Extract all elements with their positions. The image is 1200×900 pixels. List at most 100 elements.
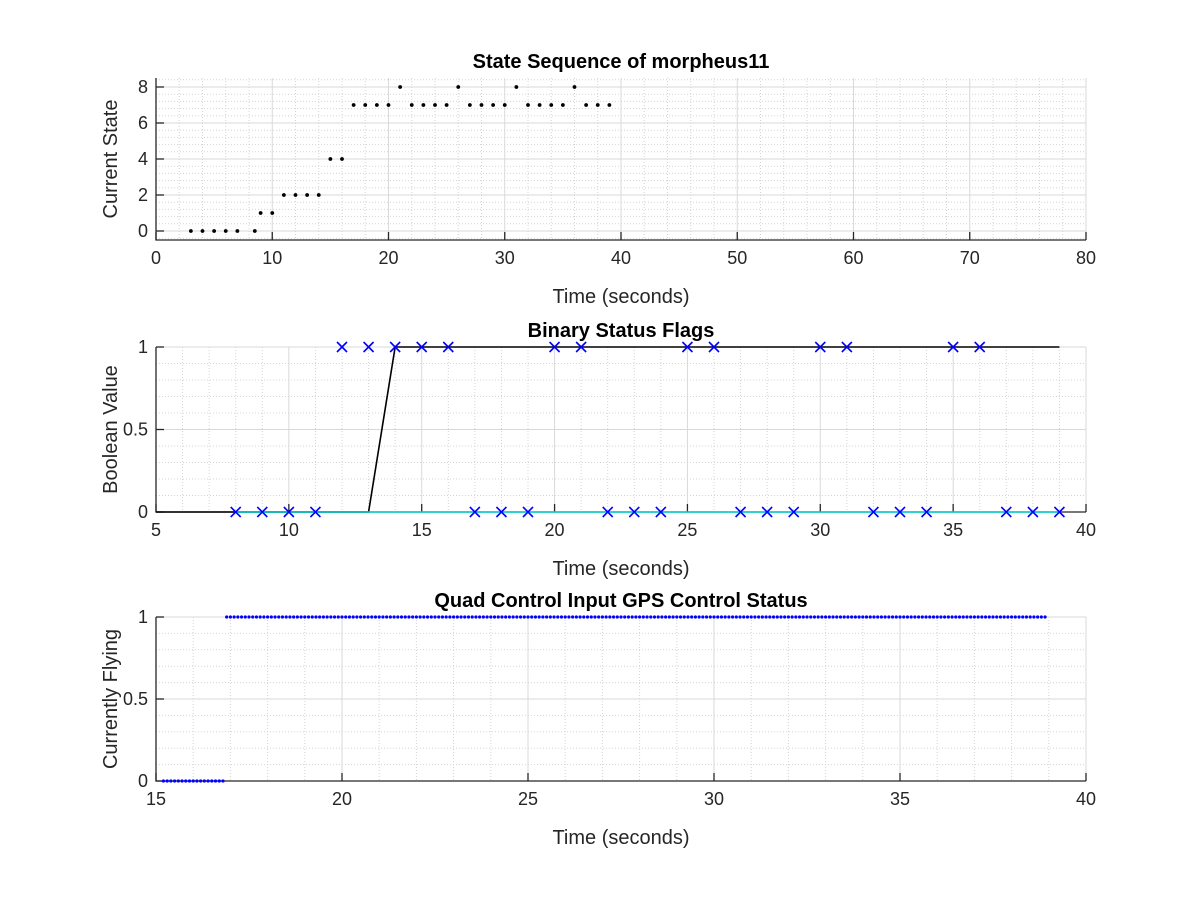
x-marker (974, 341, 986, 353)
dot-marker (816, 615, 820, 619)
y-axis-label: Boolean Value (100, 365, 122, 494)
dot-marker (191, 779, 195, 783)
dot-marker (386, 103, 391, 107)
dot-marker (771, 615, 776, 619)
dot-marker (258, 615, 262, 619)
x-marker (469, 506, 481, 518)
dot-marker (500, 615, 504, 619)
dot-marker (835, 615, 839, 619)
dot-marker (511, 615, 515, 619)
dot-marker (340, 157, 344, 161)
dot-marker (463, 615, 467, 619)
dot-marker (868, 615, 872, 619)
x-marker (1000, 506, 1012, 518)
dot-marker (332, 615, 337, 619)
dot-marker (467, 103, 472, 107)
dot-marker (180, 779, 184, 783)
x-tick-label: 35 (890, 789, 910, 809)
dot-marker (890, 615, 895, 619)
dot-marker (716, 615, 720, 619)
dot-marker (697, 615, 701, 619)
dot-marker (638, 615, 642, 619)
dot-marker (491, 103, 496, 107)
dot-marker (797, 615, 802, 619)
dot-marker (165, 779, 169, 783)
dot-marker (582, 615, 586, 619)
x-tick-label: 30 (495, 248, 515, 268)
dot-marker (1036, 615, 1040, 619)
dot-marker (995, 615, 999, 619)
dot-marker (812, 615, 817, 619)
dot-marker (961, 615, 965, 619)
dot-marker (530, 615, 534, 619)
dot-marker (1039, 615, 1043, 619)
x-tick-label: 70 (960, 248, 980, 268)
dot-marker (931, 615, 936, 619)
x-tick-label: 15 (412, 520, 432, 540)
x-tick-label: 0 (151, 248, 161, 268)
dot-marker (270, 211, 275, 215)
dot-marker (474, 615, 478, 619)
x-axis-label: Time (seconds) (552, 286, 689, 308)
dot-marker (589, 615, 593, 619)
x-tick-label: 20 (332, 789, 352, 809)
x-tick-label: 35 (943, 520, 963, 540)
dot-marker (496, 615, 500, 619)
x-marker (309, 506, 321, 518)
dot-marker (652, 615, 657, 619)
dot-marker (790, 615, 794, 619)
dot-marker (235, 229, 240, 233)
dot-marker (284, 615, 288, 619)
x-marker (1053, 506, 1065, 518)
dot-marker (173, 779, 177, 783)
dot-marker (537, 103, 542, 107)
x-marker (256, 506, 268, 518)
dot-marker (563, 615, 567, 619)
dot-marker (1006, 615, 1010, 619)
dot-marker (626, 615, 631, 619)
dot-marker (894, 615, 898, 619)
x-tick-label: 25 (677, 520, 697, 540)
dot-marker (597, 615, 601, 619)
dot-marker (976, 615, 980, 619)
dot-marker (693, 615, 698, 619)
y-tick-label: 8 (138, 77, 148, 97)
dot-marker (223, 229, 228, 233)
dot-marker (600, 615, 605, 619)
dot-marker (526, 103, 530, 107)
dot-marker (768, 615, 772, 619)
dot-marker (328, 157, 333, 161)
x-marker (1027, 506, 1039, 518)
dot-marker (1043, 615, 1047, 619)
dot-marker (277, 615, 281, 619)
x-marker (336, 341, 348, 353)
x-marker (495, 506, 507, 518)
dot-marker (690, 615, 694, 619)
dot-marker (188, 229, 193, 233)
dot-marker (502, 103, 507, 107)
dot-marker (842, 615, 846, 619)
dot-marker (217, 779, 221, 783)
dot-marker (712, 615, 716, 619)
data-marks (188, 85, 612, 233)
dot-marker (522, 615, 526, 619)
dot-marker (228, 615, 232, 619)
dot-marker (195, 779, 199, 783)
dot-marker (593, 615, 597, 619)
grid (155, 616, 1087, 782)
dot-marker (492, 615, 497, 619)
dot-marker (396, 615, 400, 619)
dot-marker (604, 615, 608, 619)
dot-marker (321, 615, 325, 619)
dot-marker (913, 615, 917, 619)
dot-marker (1010, 615, 1014, 619)
x-tick-label: 15 (146, 789, 166, 809)
dot-marker (351, 615, 355, 619)
y-tick-label: 1 (138, 607, 148, 627)
dot-marker (917, 615, 921, 619)
subplot-1: 0 10 20 30 40 50 60 70 80 0 2 4 6 8 State Sequence of … (100, 51, 1096, 308)
dot-marker (991, 615, 995, 619)
dot-marker (682, 615, 686, 619)
dot-marker (719, 615, 724, 619)
